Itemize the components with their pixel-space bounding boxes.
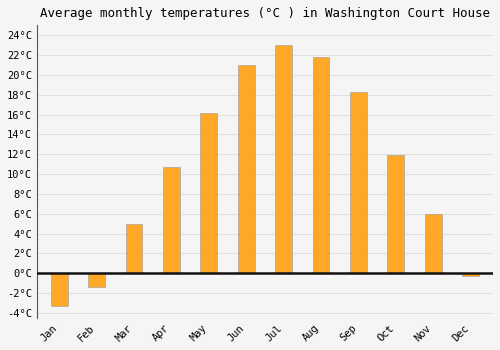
Bar [238, 65, 254, 273]
Bar [200, 113, 217, 273]
Bar [425, 214, 442, 273]
Bar [312, 57, 330, 273]
Bar [275, 45, 292, 273]
Bar [163, 167, 180, 273]
Bar [462, 273, 479, 276]
Title: Average monthly temperatures (°C ) in Washington Court House: Average monthly temperatures (°C ) in Wa… [40, 7, 490, 20]
Bar [126, 224, 142, 273]
Bar [388, 155, 404, 273]
Bar [88, 273, 105, 287]
Bar [51, 273, 68, 306]
Bar [350, 92, 367, 273]
